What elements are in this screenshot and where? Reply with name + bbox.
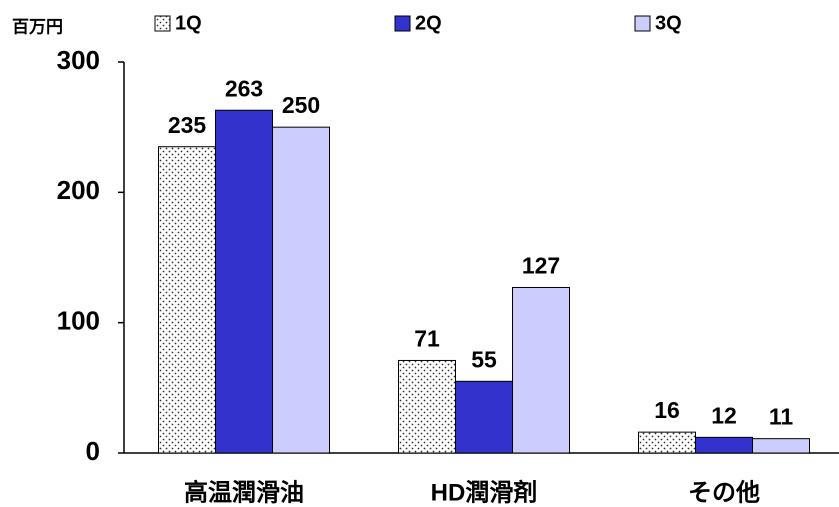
value-label: 250 [282,92,320,118]
bar [398,359,456,454]
legend-label: 2Q [415,12,442,34]
bar [272,126,330,454]
value-label: 11 [769,404,794,430]
bar [512,286,570,454]
value-label: 12 [711,402,737,428]
y-tick-label: 200 [57,175,100,205]
value-label: 71 [414,326,440,352]
bar [455,380,513,454]
legend-swatch [634,15,651,32]
bar [638,431,696,454]
y-tick-label: 300 [57,45,100,75]
value-label: 55 [471,346,497,372]
value-label: 263 [225,75,263,101]
x-tick-label: 高温潤滑油 [184,478,304,506]
bar [695,436,753,454]
y-axis-label: 百万円 [12,17,63,36]
bar [215,109,273,454]
value-label: 127 [522,253,560,279]
legend-swatch [394,15,411,32]
bar [158,146,216,454]
value-label: 16 [654,397,680,423]
legend-label: 1Q [175,12,202,34]
y-tick-label: 0 [86,436,100,466]
y-tick-label: 100 [57,306,100,336]
value-label: 235 [168,112,207,138]
bar [752,438,810,454]
legend-label: 3Q [655,12,682,34]
x-tick-label: その他 [688,479,760,506]
legend-swatch [154,15,171,32]
x-tick-label: HD潤滑剤 [431,478,538,506]
